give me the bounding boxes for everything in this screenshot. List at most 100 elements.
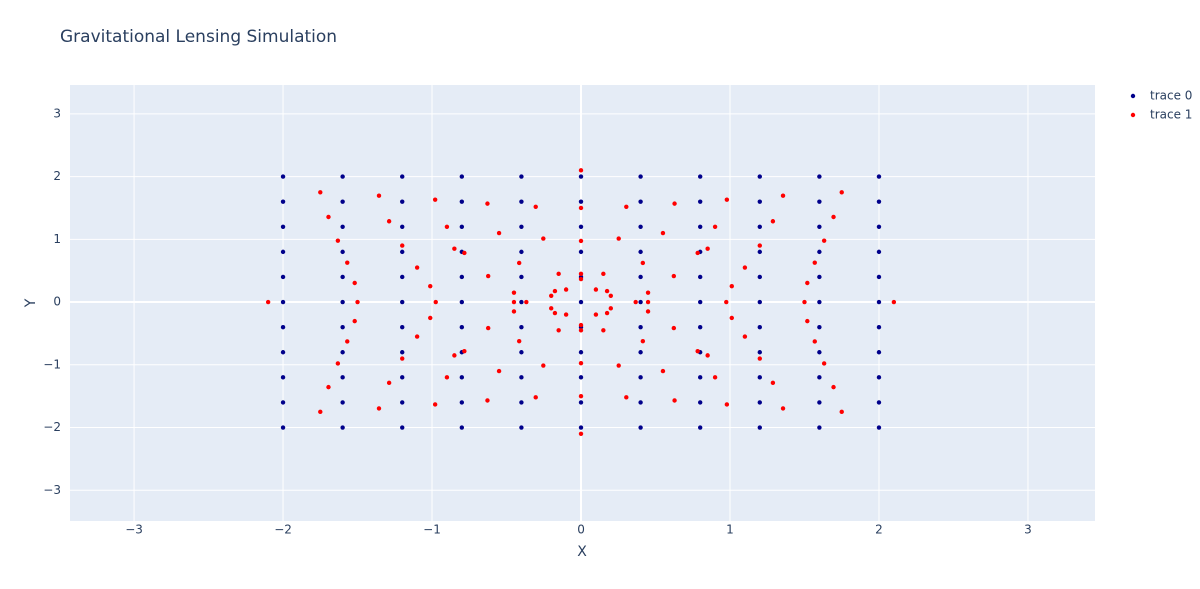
- point: [578, 249, 584, 255]
- point: [578, 238, 584, 244]
- point: [729, 315, 734, 321]
- point: [697, 425, 703, 430]
- point: [817, 299, 822, 305]
- point: [839, 190, 844, 195]
- point: [578, 271, 584, 277]
- point: [645, 290, 651, 295]
- point: [340, 350, 345, 355]
- point: [817, 324, 822, 330]
- point: [805, 318, 810, 324]
- point: [624, 204, 629, 209]
- point: [578, 299, 584, 305]
- point: [705, 246, 710, 251]
- point: [638, 249, 643, 255]
- point: [578, 168, 584, 173]
- point: [695, 348, 700, 354]
- point: [519, 299, 524, 305]
- point: [876, 299, 882, 305]
- point: [672, 201, 677, 206]
- point: [604, 288, 610, 294]
- point: [400, 375, 405, 380]
- marks: [265, 168, 897, 436]
- point: [414, 265, 420, 270]
- point: [831, 214, 836, 220]
- point: [645, 299, 651, 305]
- point: [817, 375, 822, 380]
- point: [805, 280, 810, 286]
- point: [280, 224, 286, 229]
- point: [660, 230, 666, 236]
- point: [876, 249, 882, 255]
- point: [376, 406, 382, 411]
- point: [563, 312, 569, 317]
- point: [757, 350, 762, 355]
- point: [601, 271, 606, 277]
- point: [876, 224, 882, 229]
- point: [400, 243, 405, 248]
- point: [386, 380, 392, 386]
- point: [817, 425, 822, 430]
- y-tick-label: −3: [43, 483, 61, 497]
- point: [345, 339, 350, 344]
- y-tick-label: −2: [43, 420, 61, 434]
- x-axis-title: X: [577, 544, 587, 560]
- point: [400, 356, 405, 361]
- point: [817, 224, 822, 229]
- x-tick-label: −2: [274, 523, 292, 537]
- point: [831, 384, 836, 390]
- point: [578, 322, 584, 328]
- point: [459, 299, 465, 305]
- point: [705, 353, 710, 358]
- point: [519, 425, 524, 430]
- point: [891, 299, 897, 305]
- point: [428, 315, 433, 321]
- point: [519, 324, 524, 330]
- point: [280, 350, 286, 355]
- point: [459, 324, 465, 330]
- y-tick-label: 1: [53, 232, 61, 246]
- point: [280, 299, 286, 305]
- point: [335, 238, 341, 243]
- point: [340, 199, 345, 204]
- point: [729, 283, 734, 289]
- point: [428, 283, 433, 289]
- point: [578, 174, 584, 179]
- point: [280, 375, 286, 380]
- point: [444, 375, 450, 380]
- point: [812, 339, 817, 344]
- point: [400, 274, 405, 280]
- point: [697, 400, 703, 405]
- point: [280, 274, 286, 280]
- point: [757, 425, 762, 430]
- point: [697, 375, 703, 380]
- point: [578, 199, 584, 204]
- point: [876, 350, 882, 355]
- point: [757, 174, 762, 179]
- point: [757, 375, 762, 380]
- point: [770, 380, 776, 386]
- point: [821, 238, 827, 243]
- point: [496, 368, 502, 374]
- point: [376, 193, 382, 198]
- point: [876, 174, 882, 179]
- point: [608, 306, 614, 311]
- point: [817, 274, 822, 280]
- point: [817, 199, 822, 204]
- x-tick-label: 3: [1024, 523, 1032, 537]
- point: [326, 214, 331, 220]
- legend-label: trace 1: [1150, 108, 1192, 122]
- legend-marker: [1130, 93, 1136, 99]
- point: [578, 400, 584, 405]
- point: [496, 230, 502, 236]
- point: [672, 398, 677, 403]
- x-tick-label: −3: [125, 523, 143, 537]
- point: [400, 400, 405, 405]
- point: [340, 425, 345, 430]
- point: [533, 204, 538, 209]
- point: [770, 219, 776, 224]
- point: [345, 260, 350, 265]
- point: [459, 199, 465, 204]
- point: [876, 400, 882, 405]
